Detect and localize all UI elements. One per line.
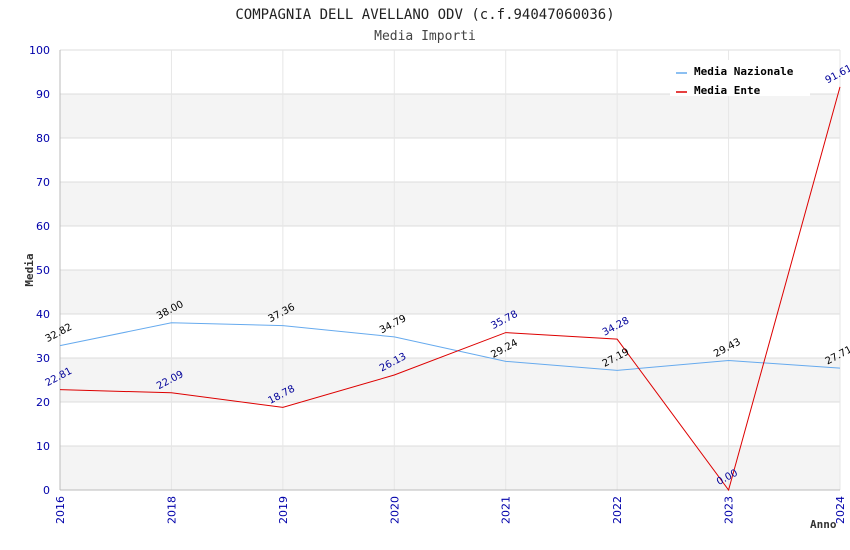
x-tick-label: 2020: [388, 496, 401, 524]
y-tick-label: 50: [36, 264, 50, 277]
plot-background-bands: [60, 50, 840, 490]
x-tick-label: 2016: [54, 496, 67, 524]
y-tick-label: 70: [36, 176, 50, 189]
background-band: [60, 358, 840, 402]
chart-subtitle: Media Importi: [374, 29, 476, 44]
y-tick-label: 30: [36, 352, 50, 365]
y-tick-label: 40: [36, 308, 50, 321]
x-tick-label: 2022: [611, 496, 624, 524]
x-axis-title: Anno: [810, 518, 837, 531]
legend-box: [670, 60, 810, 96]
y-tick-label: 20: [36, 396, 50, 409]
chart-title: COMPAGNIA DELL AVELLANO ODV (c.f.9404706…: [235, 7, 614, 23]
y-tick-labels: 0 10 20 30 40 50 60 70 80 90 100: [29, 44, 50, 497]
y-axis-title: Media: [23, 253, 36, 286]
y-tick-label: 100: [29, 44, 50, 57]
background-band: [60, 446, 840, 490]
x-tick-labels: 2016 2018 2019 2020 2021 2022 2023 2024: [54, 496, 847, 524]
y-tick-label: 0: [43, 484, 50, 497]
x-tick-label: 2019: [277, 496, 290, 524]
legend-label-media-nazionale: Media Nazionale: [694, 65, 794, 78]
series-line-media-ente: [59, 86, 841, 492]
legend: Media Nazionale Media Ente: [670, 60, 810, 97]
background-band: [60, 94, 840, 138]
y-tick-label: 80: [36, 132, 50, 145]
x-tick-label: 2021: [500, 496, 513, 524]
background-band: [60, 138, 840, 182]
series-lines: [59, 86, 841, 492]
background-band: [60, 314, 840, 358]
x-tick-label: 2018: [165, 496, 178, 524]
background-band: [60, 182, 840, 226]
background-band: [60, 270, 840, 314]
x-tick-label: 2024: [834, 496, 847, 524]
y-tick-label: 10: [36, 440, 50, 453]
x-tick-label: 2023: [723, 496, 736, 524]
background-band: [60, 226, 840, 270]
y-tick-label: 90: [36, 88, 50, 101]
y-tick-label: 60: [36, 220, 50, 233]
background-band: [60, 402, 840, 446]
legend-label-media-ente: Media Ente: [694, 84, 761, 97]
series-line-media-nazionale: [59, 322, 841, 371]
